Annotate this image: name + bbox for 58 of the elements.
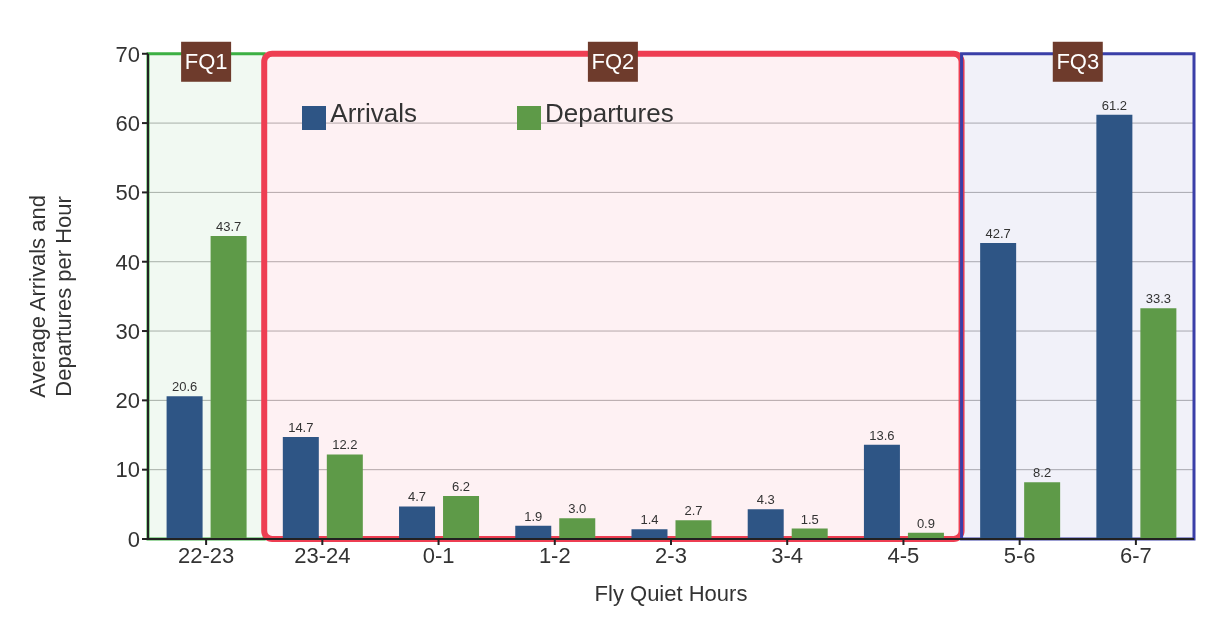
bar (515, 525, 552, 539)
data-label: 61.2 (1101, 97, 1128, 113)
bar (326, 454, 363, 539)
data-label: 20.6 (171, 379, 198, 395)
x-tick-label: 22-23 (177, 542, 235, 568)
bar (1140, 308, 1177, 539)
data-label: 42.7 (985, 226, 1011, 242)
bar (399, 506, 436, 539)
band-label: FQ1 (184, 49, 228, 75)
legend-label: Arrivals (330, 98, 418, 128)
bar (980, 243, 1017, 539)
bar (443, 496, 480, 539)
data-label: 2.7 (684, 503, 703, 519)
y-tick-label: 40 (115, 249, 140, 275)
y-tick-label: 0 (127, 526, 140, 552)
bar (166, 396, 203, 539)
x-axis-title: Fly Quiet Hours (594, 580, 748, 606)
y-tick-label: 30 (115, 318, 140, 344)
bar (282, 437, 319, 539)
bar (747, 509, 784, 539)
data-label: 14.7 (288, 420, 314, 436)
data-label: 6.2 (452, 479, 471, 495)
data-label: 3.0 (568, 501, 587, 517)
x-tick-label: 6-7 (1119, 542, 1152, 568)
x-tick-label: 0-1 (422, 542, 455, 568)
band-label: FQ3 (1056, 49, 1100, 75)
x-tick-label: 4-5 (887, 542, 920, 568)
bar (210, 236, 247, 539)
y-tick-label: 60 (115, 110, 140, 136)
y-tick-label: 20 (115, 388, 140, 414)
x-tick-label: 23-24 (294, 542, 351, 568)
x-tick-label: 1-2 (538, 542, 571, 568)
y-axis-title: Average Arrivals and Departures per Hour (25, 195, 76, 398)
legend-label: Departures (545, 98, 674, 128)
data-label: 1.9 (524, 508, 543, 524)
data-label: 1.5 (800, 511, 819, 527)
data-label: 12.2 (332, 437, 358, 453)
data-label: 0.9 (916, 515, 935, 531)
data-label: 13.6 (869, 427, 895, 443)
bar (1024, 482, 1061, 539)
x-tick-label: 5-6 (1003, 542, 1036, 568)
x-tick-label: 3-4 (771, 542, 804, 568)
bar (863, 444, 900, 539)
y-tick-label: 10 (115, 457, 140, 483)
data-label: 4.7 (408, 489, 427, 505)
bar (631, 529, 668, 539)
x-tick-label: 2-3 (655, 542, 687, 568)
bar (675, 520, 712, 539)
bar (1096, 114, 1133, 539)
data-label: 8.2 (1033, 465, 1052, 481)
data-label: 43.7 (215, 219, 242, 235)
data-label: 4.3 (756, 492, 775, 508)
y-tick-label: 50 (115, 180, 140, 206)
data-label: 33.3 (1145, 291, 1172, 307)
bar (559, 518, 596, 539)
y-tick-label: 70 (115, 41, 140, 67)
band-label: FQ2 (591, 49, 635, 75)
data-label: 1.4 (640, 512, 659, 528)
